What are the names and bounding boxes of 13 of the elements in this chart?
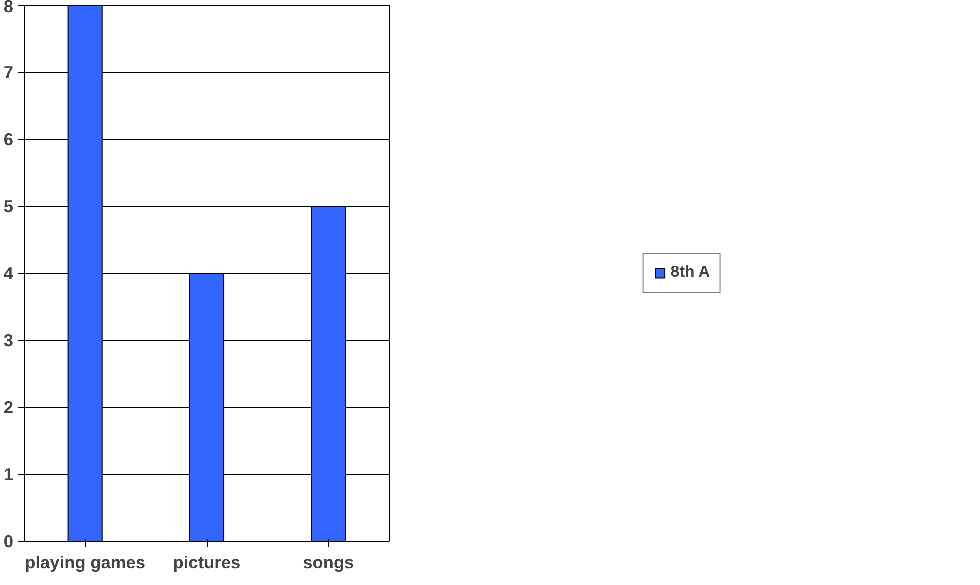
x-tick-label: playing games bbox=[25, 552, 146, 572]
y-tick-label: 5 bbox=[4, 196, 14, 216]
y-tick-label: 4 bbox=[4, 264, 14, 284]
y-tick-label: 6 bbox=[4, 130, 14, 150]
legend-label: 8th A bbox=[670, 264, 710, 282]
y-tick-label: 2 bbox=[4, 398, 14, 418]
x-tick-label: songs bbox=[303, 552, 354, 572]
y-tick-label: 7 bbox=[4, 62, 14, 82]
y-tick-label: 8 bbox=[4, 0, 14, 16]
y-tick-label: 3 bbox=[4, 330, 14, 350]
y-tick-label: 0 bbox=[4, 532, 14, 552]
x-tick-label: pictures bbox=[173, 552, 241, 572]
y-tick-label: 1 bbox=[4, 464, 14, 484]
